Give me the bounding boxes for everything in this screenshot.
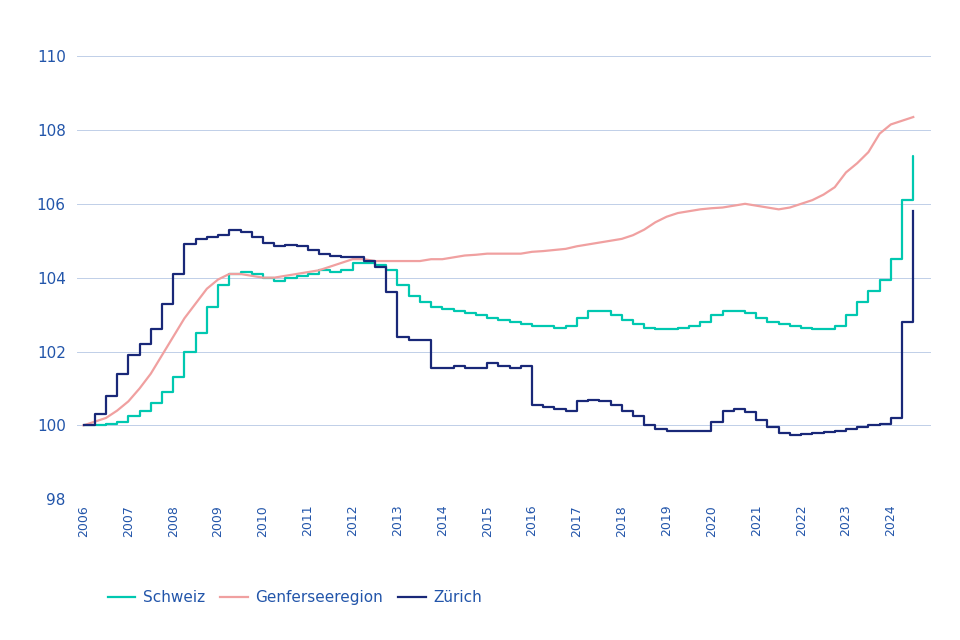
Genferseeregion: [728, 202, 739, 209]
Genferseeregion: [818, 191, 829, 198]
Zürich: [739, 408, 751, 416]
Zürich: [78, 422, 89, 429]
Genferseeregion: [706, 204, 717, 212]
Schweiz: [739, 309, 751, 317]
Schweiz: [728, 307, 739, 315]
Genferseeregion: [761, 204, 773, 211]
Zürich: [784, 431, 796, 438]
Zürich: [145, 326, 156, 333]
Genferseeregion: [739, 200, 751, 207]
Zürich: [728, 405, 739, 413]
Schweiz: [78, 422, 89, 429]
Line: Schweiz: Schweiz: [84, 156, 913, 426]
Legend: Schweiz, Genferseeregion, Zürich: Schweiz, Genferseeregion, Zürich: [102, 584, 489, 611]
Line: Zürich: Zürich: [84, 211, 913, 435]
Genferseeregion: [145, 370, 156, 378]
Schweiz: [145, 399, 156, 407]
Schweiz: [761, 318, 773, 326]
Schweiz: [706, 311, 717, 319]
Schweiz: [818, 326, 829, 333]
Zürich: [761, 423, 773, 431]
Schweiz: [907, 152, 919, 159]
Zürich: [706, 418, 717, 426]
Genferseeregion: [907, 113, 919, 121]
Zürich: [907, 207, 919, 215]
Zürich: [829, 427, 841, 435]
Genferseeregion: [78, 422, 89, 429]
Line: Genferseeregion: Genferseeregion: [84, 117, 913, 426]
